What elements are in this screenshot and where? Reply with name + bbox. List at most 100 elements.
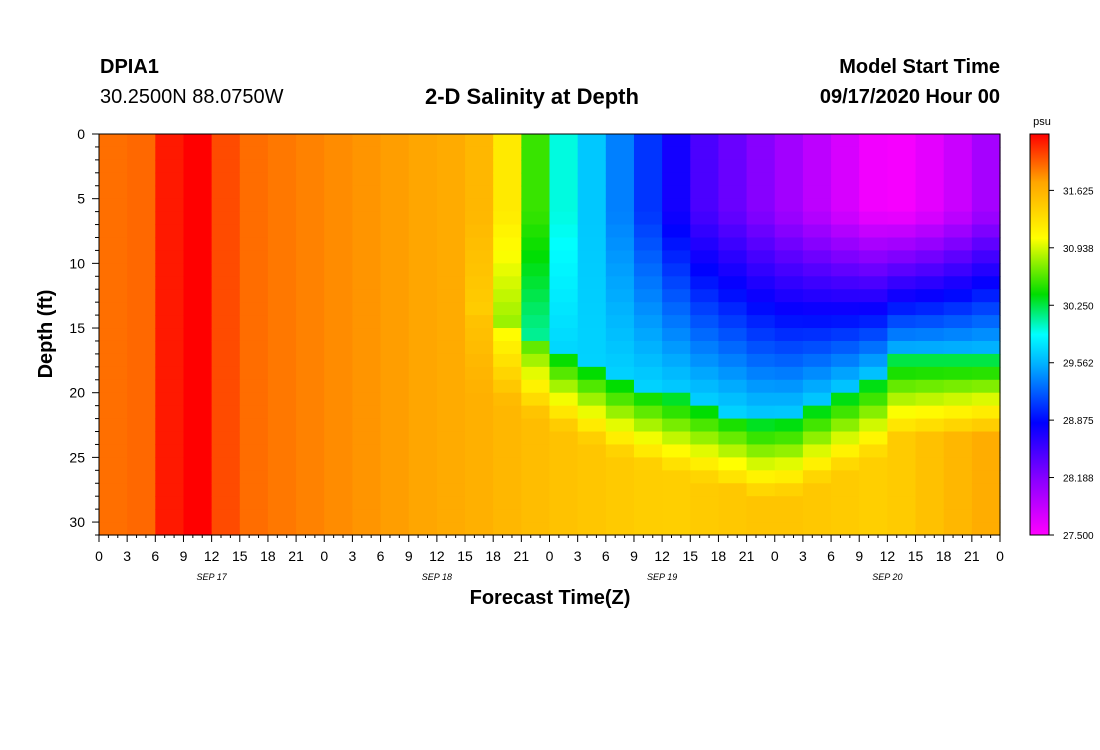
heatmap-cell [296,198,325,213]
heatmap-cell [971,302,1001,316]
heatmap-cell [549,172,579,187]
heatmap-cell [915,379,945,394]
heatmap-cell [436,366,466,381]
heatmap-cell [605,198,635,213]
x-tick-label: 18 [485,548,501,564]
x-tick-label: 6 [377,548,385,564]
heatmap-cell [746,237,776,252]
heatmap-cell [690,185,720,200]
heatmap-cell [380,198,410,213]
heatmap-cell [465,224,494,239]
heatmap-cell [127,379,156,394]
heatmap-cell [887,134,917,148]
heatmap-cell [155,211,185,226]
heatmap-cell [127,366,156,381]
heatmap-cell [521,444,551,458]
heatmap-cell [521,483,551,497]
heatmap-cell [380,211,410,226]
heatmap-cell [324,328,354,342]
colorbar-tick-label: 30.250 [1063,301,1094,312]
heatmap-cell [436,315,466,329]
heatmap-cell [465,366,494,381]
heatmap-cell [127,405,156,420]
heatmap-cell [99,379,128,394]
x-tick-label: 6 [602,548,610,564]
heatmap-cell [267,431,297,446]
heatmap-cell [774,315,804,329]
heatmap-cell [915,496,945,510]
heatmap-cell [493,522,522,536]
heatmap-cell [211,134,241,148]
heatmap-cell [324,509,354,523]
heatmap-cell [436,457,466,471]
heatmap-cell [746,159,776,174]
heatmap-cell [324,483,354,497]
heatmap-cell [971,457,1001,471]
heatmap-cell [690,211,720,226]
heatmap-cell [943,405,973,420]
x-tick-label: 15 [232,548,248,564]
heatmap-cell [746,134,776,148]
heatmap-cell [239,522,269,536]
heatmap-cell [296,172,325,187]
heatmap-cell [943,146,973,161]
heatmap-cell [859,353,888,368]
heatmap-cell [887,418,917,433]
heatmap-cell [662,250,691,264]
heatmap-cell [690,431,720,446]
heatmap-cell [380,302,410,316]
heatmap-cell [718,353,748,368]
heatmap-cell [802,353,832,368]
heatmap-cell [211,340,241,355]
heatmap-cell [155,340,185,355]
heatmap-cell [465,328,494,342]
heatmap-cell [211,302,241,316]
heatmap-cell [577,353,607,368]
heatmap-cell [577,431,607,446]
heatmap-cell [915,159,945,174]
heatmap-cell [155,431,185,446]
heatmap-cell [690,302,720,316]
heatmap-cell [802,405,832,420]
x-tick-label: 18 [711,548,727,564]
heatmap-cell [718,392,748,407]
heatmap-cell [521,431,551,446]
heatmap-cell [605,431,635,446]
heatmap-cell [633,250,663,264]
heatmap-cell [549,418,579,433]
heatmap-cell [324,134,354,148]
heatmap-cell [380,315,410,329]
heatmap-cell [605,289,635,303]
x-tick-label: 6 [151,548,159,564]
heatmap-cell [971,172,1001,187]
heatmap-cell [521,340,551,355]
heatmap-cell [99,353,128,368]
heatmap-cell [99,250,128,264]
heatmap-cell [211,159,241,174]
heatmap-cell [436,522,466,536]
heatmap-cell [690,250,720,264]
heatmap-cell [549,211,579,226]
heatmap-cell [211,353,241,368]
heatmap-cell [577,134,607,148]
x-axis-label: Forecast Time(Z) [470,587,631,609]
heatmap-cell [718,250,748,264]
heatmap-cell [352,431,382,446]
heatmap-cell [380,418,410,433]
heatmap-cell [690,159,720,174]
heatmap-cell [887,302,917,316]
heatmap-cell [521,392,551,407]
heatmap-cell [549,237,579,252]
heatmap-cell [746,418,776,433]
heatmap-cell [521,198,551,213]
heatmap-cell [802,470,832,484]
x-tick-label: 3 [349,548,357,564]
heatmap-cell [239,470,269,484]
heatmap-cell [774,172,804,187]
heatmap-cell [690,237,720,252]
heatmap-cell [690,405,720,420]
heatmap-cell [633,509,663,523]
heatmap-cell [211,509,241,523]
heatmap-cell [127,328,156,342]
heatmap-cell [155,263,185,277]
